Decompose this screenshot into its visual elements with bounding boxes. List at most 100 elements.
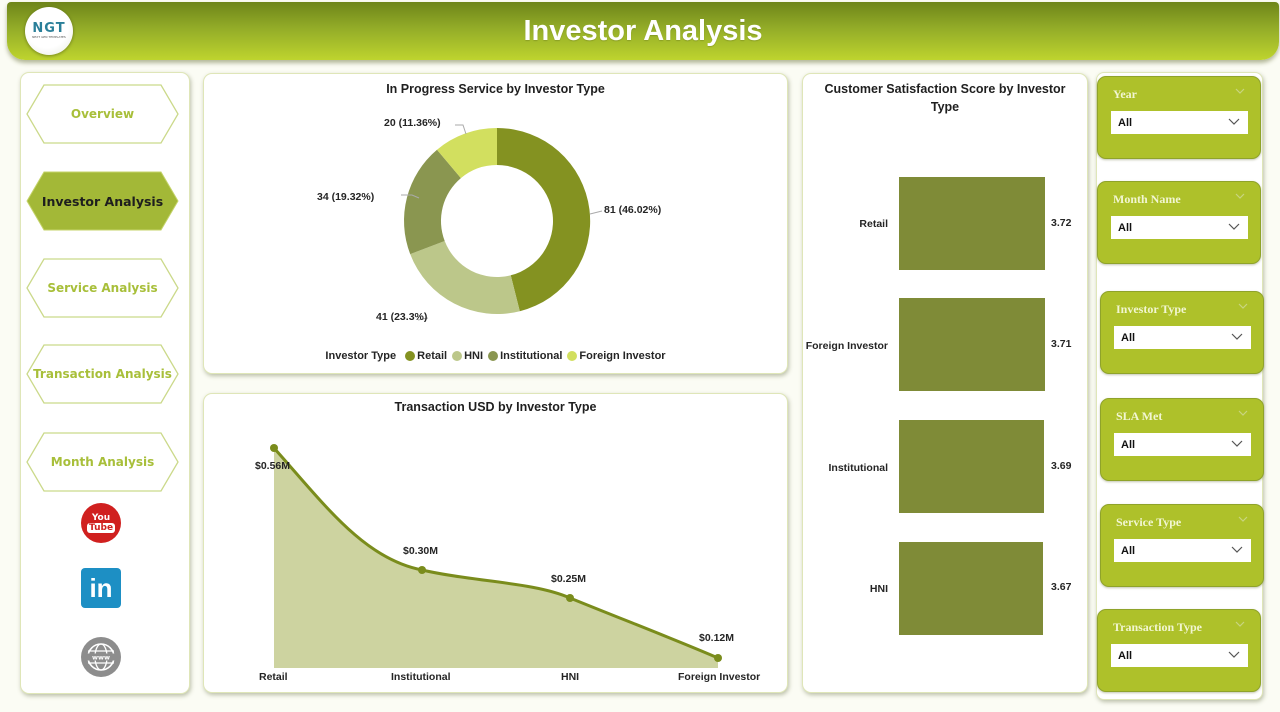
x-tick-foreign-investor: Foreign Investor — [678, 671, 761, 683]
svg-text:www: www — [92, 654, 110, 662]
bar-institutional[interactable] — [899, 420, 1044, 513]
legend-dot-icon — [405, 351, 416, 361]
bar-chart-panel: Customer Satisfaction Score by Investor … — [802, 73, 1088, 693]
hexagon-outline-icon — [26, 84, 179, 144]
nav-overview-button[interactable]: Overview — [26, 84, 179, 144]
donut-chart-panel: In Progress Service by Investor Type 81 … — [203, 73, 788, 374]
nav-service-analysis-label: Service Analysis — [47, 281, 158, 295]
data-point-retail — [270, 444, 278, 452]
slicer-year: Year All — [1097, 76, 1261, 159]
x-tick-institutional: Institutional — [391, 671, 451, 683]
donut-legend: Investor Type Retail HNI Institutional F… — [204, 350, 787, 362]
slicer-service-type: Service Type All — [1100, 504, 1264, 587]
chevron-down-icon[interactable] — [1234, 618, 1246, 630]
donut-slice-hni — [410, 241, 520, 315]
nav-transaction-analysis-label: Transaction Analysis — [33, 367, 172, 381]
slicer-month-name-label: Month Name — [1113, 192, 1181, 206]
slicer-month-name-dropdown[interactable]: All — [1111, 216, 1248, 239]
bar-chart-title-line2: Type — [930, 100, 960, 114]
bar-category-hni: HNI — [869, 583, 888, 595]
donut-label-retail: 81 (46.02%) — [604, 204, 662, 216]
area-label-retail: $0.56M — [255, 460, 291, 472]
slicer-service-type-dropdown[interactable]: All — [1114, 539, 1251, 562]
nav-investor-analysis-label: Investor Analysis — [41, 193, 164, 209]
slicer-year-label: Year — [1113, 87, 1137, 101]
logo-subtext: NEXT GEN TEMPLATES — [32, 35, 66, 39]
chevron-down-icon[interactable] — [1237, 513, 1249, 525]
legend-dot-icon — [452, 351, 463, 361]
page-title: Investor Analysis — [523, 14, 763, 47]
slicer-transaction-type: Transaction Type All — [1097, 609, 1261, 692]
slicer-service-type-label: Service Type — [1116, 515, 1182, 529]
legend-item-retail[interactable]: Retail — [405, 350, 447, 362]
globe-icon: www — [87, 643, 115, 671]
hexagon-outline-icon — [26, 344, 179, 404]
nav-service-analysis-button[interactable]: Service Analysis — [26, 258, 179, 318]
chevron-down-icon — [1228, 223, 1240, 230]
area-chart-panel: Transaction USD by Investor Type $0.56M … — [203, 393, 788, 693]
slicer-sla-met: SLA Met All — [1100, 398, 1264, 481]
donut-chart — [401, 124, 603, 321]
nav-transaction-analysis-button[interactable]: Transaction Analysis — [26, 344, 179, 404]
bar-foreign-investor[interactable] — [899, 298, 1045, 391]
bar-category-retail: Retail — [859, 218, 888, 230]
hexagon-filled-icon — [26, 171, 179, 231]
bar-category-institutional: Institutional — [828, 462, 889, 474]
navigation-panel: Overview Investor Analysis Service Analy… — [20, 72, 190, 694]
bar-value-institutional: 3.69 — [1051, 460, 1072, 472]
chevron-down-icon — [1231, 440, 1243, 447]
legend-item-foreign-investor[interactable]: Foreign Investor — [567, 350, 666, 362]
slicer-investor-type: Investor Type All — [1100, 291, 1264, 374]
legend-title: Investor Type — [325, 350, 397, 362]
x-tick-retail: Retail — [259, 671, 288, 683]
youtube-text-top: You — [91, 513, 111, 523]
slicer-sla-met-label: SLA Met — [1116, 409, 1163, 423]
website-globe-icon[interactable]: www — [81, 637, 121, 677]
logo-text: NGT — [32, 21, 66, 36]
area-line — [272, 447, 719, 660]
nav-investor-analysis-button[interactable]: Investor Analysis — [26, 171, 179, 231]
legend-dot-icon — [567, 351, 578, 361]
area-label-institutional: $0.30M — [403, 545, 439, 557]
bar-chart-title-line1: Customer Satisfaction Score by Investor — [824, 82, 1066, 96]
hexagon-outline-icon — [26, 258, 179, 318]
chevron-down-icon — [1231, 333, 1243, 340]
area-label-foreign-investor: $0.12M — [699, 632, 735, 644]
slicer-year-dropdown[interactable]: All — [1111, 111, 1248, 134]
nav-month-analysis-label: Month Analysis — [50, 455, 155, 469]
nav-month-analysis-button[interactable]: Month Analysis — [26, 432, 179, 492]
filter-panel: Year All Month Name All Investor Type Al… — [1096, 72, 1264, 700]
chevron-down-icon — [1228, 651, 1240, 658]
bar-value-hni: 3.67 — [1051, 581, 1072, 593]
area-chart — [270, 444, 722, 668]
donut-label-foreign-investor: 20 (11.36%) — [384, 117, 441, 129]
area-chart-title: Transaction USD by Investor Type — [394, 400, 597, 414]
slicer-sla-met-dropdown[interactable]: All — [1114, 433, 1251, 456]
x-tick-hni: HNI — [561, 671, 580, 683]
chevron-down-icon[interactable] — [1234, 190, 1246, 202]
slicer-investor-type-dropdown[interactable]: All — [1114, 326, 1251, 349]
bar-retail[interactable] — [899, 177, 1045, 270]
bar-value-foreign-investor: 3.71 — [1051, 338, 1072, 350]
header-bar: Investor Analysis NGT NEXT GEN TEMPLATES — [7, 2, 1279, 60]
linkedin-icon[interactable]: in — [81, 568, 121, 608]
logo: NGT NEXT GEN TEMPLATES — [25, 7, 73, 55]
youtube-icon[interactable]: You Tube — [81, 503, 121, 543]
chevron-down-icon — [1228, 118, 1240, 125]
slicer-month-name: Month Name All — [1097, 181, 1261, 264]
legend-item-hni[interactable]: HNI — [452, 350, 483, 362]
youtube-text-bottom: Tube — [86, 523, 116, 533]
donut-label-hni: 41 (23.3%) — [376, 311, 428, 323]
area-fill — [274, 448, 718, 668]
bar-category-foreign-investor: Foreign Investor — [805, 340, 888, 352]
chevron-down-icon[interactable] — [1237, 407, 1249, 419]
data-point-institutional — [418, 566, 426, 574]
bar-hni[interactable] — [899, 542, 1043, 635]
data-point-foreign-investor — [714, 654, 722, 662]
chevron-down-icon[interactable] — [1234, 85, 1246, 97]
chevron-down-icon[interactable] — [1237, 300, 1249, 312]
slicer-transaction-type-label: Transaction Type — [1113, 620, 1203, 634]
legend-item-institutional[interactable]: Institutional — [488, 350, 562, 362]
bar-value-retail: 3.72 — [1051, 217, 1072, 229]
slicer-transaction-type-dropdown[interactable]: All — [1111, 644, 1248, 667]
